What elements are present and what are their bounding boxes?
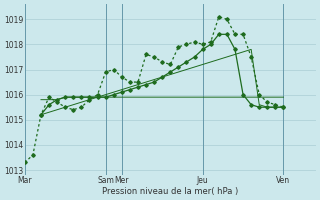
X-axis label: Pression niveau de la mer( hPa ): Pression niveau de la mer( hPa ) bbox=[102, 187, 238, 196]
